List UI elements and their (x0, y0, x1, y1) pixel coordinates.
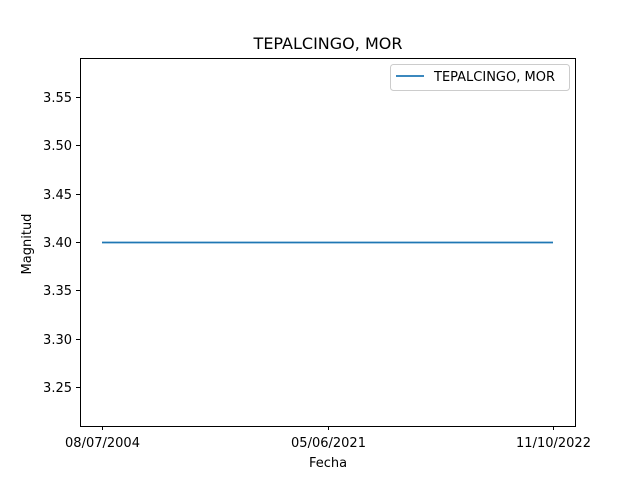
y-tick-label: 3.35 (43, 284, 72, 299)
y-axis-label: Magnitud (20, 214, 35, 275)
x-axis-ticks: 08/07/2004 05/06/2021 11/10/2022 (65, 426, 591, 451)
y-tick-label: 3.45 (43, 188, 72, 203)
legend-box (390, 64, 570, 91)
x-axis-label: Fecha (309, 456, 347, 471)
legend-label: TEPALCINGO, MOR (433, 70, 555, 85)
plot-frame (80, 58, 576, 427)
x-tick-label: 05/06/2021 (291, 436, 366, 451)
y-tick-label: 3.25 (43, 381, 72, 396)
y-tick-label: 3.50 (43, 139, 72, 154)
y-axis-ticks: 3.25 3.30 3.35 3.40 3.45 3.50 3.55 (43, 91, 80, 396)
y-tick-label: 3.40 (43, 236, 72, 251)
y-tick-label: 3.30 (43, 333, 72, 348)
chart-title: TEPALCINGO, MOR (253, 34, 403, 53)
legend: TEPALCINGO, MOR (390, 64, 570, 91)
x-tick-label: 11/10/2022 (516, 436, 591, 451)
x-tick-label: 08/07/2004 (65, 436, 140, 451)
y-tick-label: 3.55 (43, 91, 72, 106)
